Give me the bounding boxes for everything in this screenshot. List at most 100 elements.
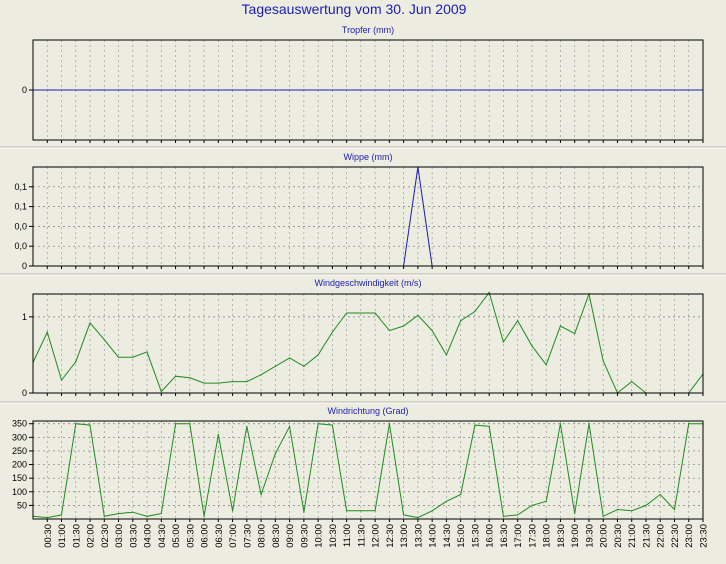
data-point-tropfer [217,89,219,91]
data-point-tropfer [46,89,48,91]
data-point-windrichtung [288,425,291,428]
x-tick-label: 13:00 [399,524,410,548]
data-point-windrichtung [545,500,547,502]
data-point-tropfer [659,89,661,91]
data-point-windrichtung [231,510,234,512]
y-tick-label: 200 [12,460,27,470]
data-point-windrichtung [360,510,362,512]
y-tick-label: 1 [22,312,27,322]
series-line-windgeschwindigkeit [32,291,704,394]
data-point-windgeschwindigkeit [203,382,205,384]
x-tick-label: 11:30 [356,524,367,547]
data-point-windrichtung [331,424,333,426]
data-point-windrichtung [616,508,619,511]
panel-title: Windgeschwindigkeit (m/s) [314,278,421,288]
chart-panels: Tropfer (mm) 0 Wippe (mm) 0 0,0 0,0 0,1 0,1 Wind… [0,25,726,548]
data-point-windrichtung [431,510,433,512]
data-point-windrichtung [132,511,134,513]
data-point-windrichtung [146,515,148,517]
data-point-tropfer [374,89,376,91]
data-point-tropfer [545,89,547,91]
page-title: Tagesauswertung vom 30. Jun 2009 [242,1,467,17]
panel-title: Wippe (mm) [344,152,393,162]
data-point-windrichtung [673,508,676,511]
data-point-tropfer [288,89,291,91]
x-tick-label: 09:00 [285,524,296,548]
data-point-windrichtung [89,424,91,426]
data-point-windrichtung [260,493,262,496]
data-point-tropfer [559,89,562,91]
data-point-tropfer [531,89,533,91]
data-point-tropfer [474,89,476,91]
x-tick-label: 21:00 [627,524,638,548]
data-point-windgeschwindigkeit [545,364,547,366]
data-point-tropfer [189,89,191,91]
chart-panel-wippe: Wippe (mm) 0 0,0 0,0 0,1 0,1 [14,152,704,271]
x-tick-label: 15:30 [470,524,481,548]
x-tick-label: 14:30 [442,524,453,548]
data-point-windrichtung [488,425,490,428]
x-tick-label: 02:00 [86,524,97,548]
y-tick-label: 300 [12,432,27,442]
data-point-windgeschwindigkeit [132,356,134,358]
x-tick-label: 07:00 [228,524,239,548]
data-point-tropfer [360,89,362,91]
data-point-windgeschwindigkeit [445,354,448,356]
data-point-tropfer [103,89,105,91]
data-point-windgeschwindigkeit [274,365,276,367]
data-point-windrichtung [174,423,177,425]
data-point-tropfer [431,89,433,91]
data-point-tropfer [75,89,77,91]
x-tick-label: 22:30 [670,524,681,548]
x-tick-label: 05:00 [171,524,182,548]
data-point-tropfer [246,89,248,91]
series-line-wippe [403,166,433,267]
plot-frame [32,166,704,267]
x-tick-label: 09:30 [299,524,310,548]
data-point-windgeschwindigkeit [117,356,120,358]
data-point-windrichtung [517,514,519,516]
x-tick-label: 05:30 [185,524,196,548]
x-tick-label: 11:00 [342,524,353,547]
y-tick-label: 350 [12,419,27,429]
data-point-windrichtung [559,423,562,425]
x-tick-label: 10:00 [314,524,325,548]
data-point-windgeschwindigkeit [346,312,348,314]
y-tick-label: 250 [12,446,27,456]
data-point-windgeschwindigkeit [174,375,177,377]
data-point-tropfer [303,89,305,91]
data-point-tropfer [60,89,63,91]
data-point-windgeschwindigkeit [403,325,405,327]
data-point-windrichtung [160,512,162,515]
data-point-tropfer [174,89,177,91]
x-tick-label: 16:30 [499,524,510,548]
x-tick-label: 23:00 [684,524,695,548]
data-point-windgeschwindigkeit [46,331,48,333]
data-point-windgeschwindigkeit [60,379,63,381]
x-tick-label: 08:00 [257,524,268,548]
data-point-windrichtung [588,423,590,425]
y-tick-label: 0,0 [14,241,27,251]
x-tick-label: 13:30 [413,524,424,548]
plot-frame [32,293,704,394]
data-point-windgeschwindigkeit [246,380,248,383]
x-tick-label: 03:00 [114,524,125,548]
data-point-windgeschwindigkeit [303,365,305,367]
x-tick-label: 07:30 [242,524,253,548]
x-tick-label: 04:00 [143,524,154,548]
data-point-windrichtung [474,424,476,426]
x-tick-label: 19:30 [585,524,596,548]
data-point-windrichtung [445,500,448,502]
plot-frame [32,39,704,141]
data-point-tropfer [673,89,676,91]
data-point-windgeschwindigkeit [331,331,333,333]
panel-title: Windrichtung (Grad) [327,406,408,416]
data-point-tropfer [517,89,519,91]
data-point-windgeschwindigkeit [317,354,319,356]
data-point-windgeschwindigkeit [360,312,362,314]
x-tick-label: 03:30 [128,524,139,548]
data-point-windrichtung [403,514,405,516]
x-tick-label: 14:00 [428,524,439,548]
data-point-tropfer [203,89,205,91]
x-tick-label: 06:00 [200,524,211,548]
